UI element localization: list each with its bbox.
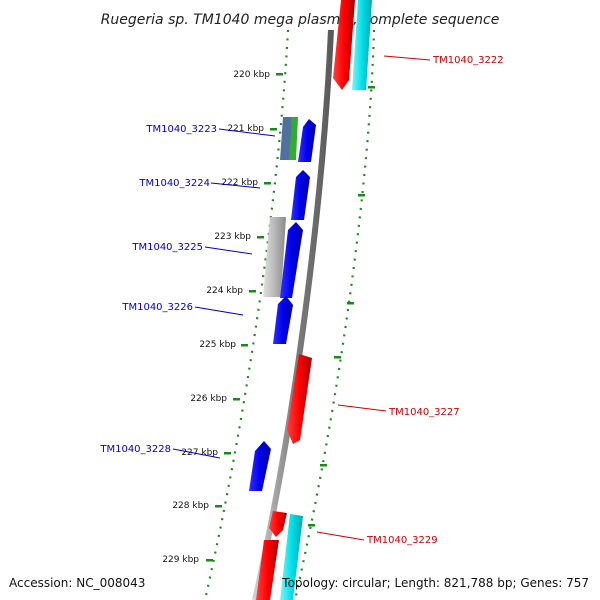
tick-label: 224 kbp <box>206 286 243 296</box>
gene-TM1040_3227[interactable] <box>287 354 312 444</box>
gene-TM1040_3229[interactable] <box>256 511 303 600</box>
label-leader-lines <box>172 55 431 541</box>
summary-text: Topology: circular; Length: 821,788 bp; … <box>281 576 589 590</box>
gene-TM1040_3226[interactable] <box>273 296 293 344</box>
gene-label-TM1040_3228[interactable]: TM1040_3228 <box>99 444 171 455</box>
gene-label-TM1040_3227[interactable]: TM1040_3227 <box>388 407 460 418</box>
gene-TM1040_3225[interactable] <box>263 217 303 298</box>
gene-label-TM1040_3223[interactable]: TM1040_3223 <box>145 124 217 135</box>
gene-TM1040_3224[interactable] <box>291 170 310 220</box>
gene-label-TM1040_3226[interactable]: TM1040_3226 <box>121 302 193 313</box>
tick-label: 221 kbp <box>227 124 264 134</box>
gene-TM1040_3222[interactable] <box>333 0 372 90</box>
tick-label: 223 kbp <box>214 232 251 242</box>
scale-labels: 220 kbp 221 kbp 222 kbp 223 kbp 224 kbp … <box>162 70 270 565</box>
gene-TM1040_3223[interactable] <box>280 117 316 162</box>
gene-TM1040_3228[interactable] <box>249 441 271 491</box>
tick-label: 222 kbp <box>221 178 258 188</box>
gene-label-TM1040_3222[interactable]: TM1040_3222 <box>432 55 504 66</box>
gene-label-TM1040_3225[interactable]: TM1040_3225 <box>131 242 203 253</box>
gene-labels: TM1040_3222 TM1040_3223 TM1040_3224 TM10… <box>99 55 503 546</box>
accession-text: Accession: NC_008043 <box>9 576 145 590</box>
scale-tick-marks <box>206 73 283 562</box>
tick-label: 220 kbp <box>233 70 270 80</box>
tick-label: 229 kbp <box>162 555 199 565</box>
gene-label-TM1040_3224[interactable]: TM1040_3224 <box>138 178 210 189</box>
gene-label-TM1040_3229[interactable]: TM1040_3229 <box>366 535 438 546</box>
tick-label: 227 kbp <box>181 448 218 458</box>
outer-ring-tick-marks <box>308 86 375 527</box>
tick-label: 226 kbp <box>190 394 227 404</box>
tick-label: 225 kbp <box>199 340 236 350</box>
map-title: Ruegeria sp. TM1040 mega plasmid, comple… <box>101 12 500 28</box>
tick-label: 228 kbp <box>172 501 209 511</box>
